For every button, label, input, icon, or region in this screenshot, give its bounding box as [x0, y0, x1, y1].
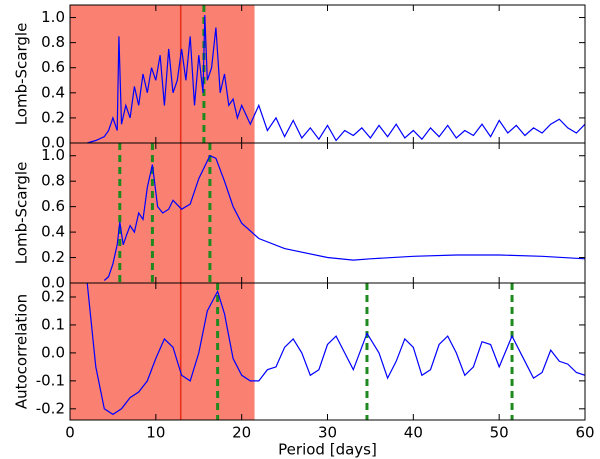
y-tick-label: 0.8	[41, 172, 65, 190]
y-tick-label: 0.0	[41, 134, 65, 152]
shaded-region	[70, 283, 255, 420]
x-tick-label: 10	[146, 424, 165, 442]
x-tick-label: 40	[404, 424, 423, 442]
y-axis-label: Lomb-Scargle	[13, 23, 31, 126]
y-tick-label: 0.4	[41, 83, 65, 101]
y-axis-label: Autocorrelation	[13, 294, 31, 409]
y-tick-label: 1.0	[41, 146, 65, 164]
x-tick-label: 60	[575, 424, 594, 442]
y-axis-label: Lomb-Scargle	[13, 162, 31, 265]
y-tick-label: 0.2	[41, 108, 65, 126]
x-tick-label: 20	[232, 424, 251, 442]
data-line	[87, 14, 585, 143]
data-line	[86, 283, 585, 416]
y-tick-label: 0.6	[41, 197, 65, 215]
y-tick-label: -0.1	[36, 371, 65, 389]
x-tick-label: 50	[490, 424, 509, 442]
x-tick-label: 0	[65, 424, 75, 442]
panel: 0.2 0.1 0.0 -0.1 -0.2 Autocorrelation	[13, 282, 586, 421]
y-tick-label: -0.2	[36, 399, 65, 417]
x-axis-label: Period [days]	[278, 441, 377, 459]
data-line	[103, 154, 585, 281]
y-tick-label: 0.2	[41, 287, 65, 305]
y-tick-label: 0.2	[41, 248, 65, 266]
y-tick-label: 0.4	[41, 223, 65, 241]
y-tick-label: 0.8	[41, 33, 65, 51]
y-tick-label: 0.0	[41, 343, 65, 361]
y-tick-label: 1.0	[41, 8, 65, 26]
x-tick-label: 30	[318, 424, 337, 442]
y-tick-label: 0.0	[41, 274, 65, 292]
y-tick-label: 0.6	[41, 58, 65, 76]
panel: 0.0 0.2 0.4 0.6 0.8 1.0 Lomb-Scargle	[13, 142, 586, 292]
y-tick-label: 0.1	[41, 315, 65, 333]
panel: 0.0 0.2 0.4 0.6 0.8 1.0 Lomb-Scargle	[13, 4, 586, 152]
